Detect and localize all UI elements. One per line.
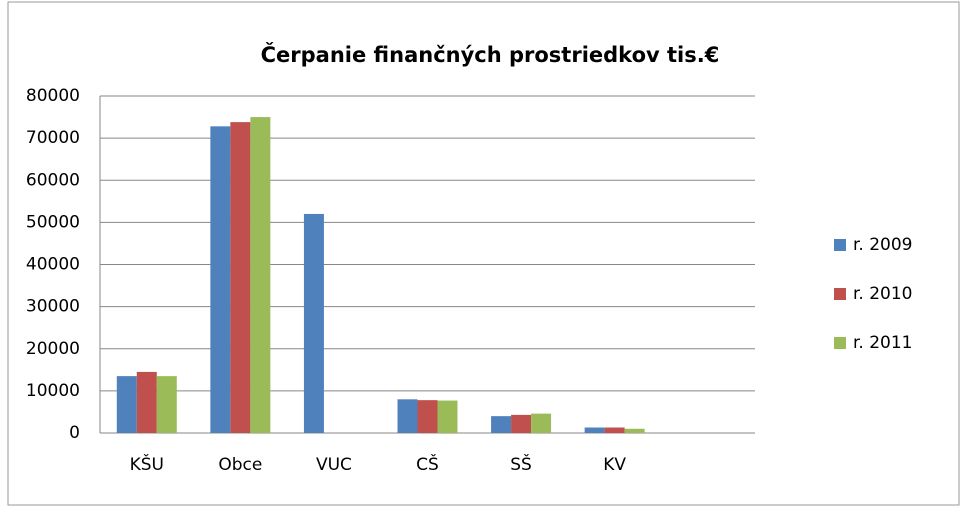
bar [303,213,324,433]
bar [511,414,532,433]
y-tick-label: 20000 [26,339,80,359]
bar [156,376,177,433]
y-tick-label: 60000 [26,170,80,190]
y-tick-label: 50000 [26,212,80,232]
legend-swatch [834,239,846,251]
legend-swatch [834,337,846,349]
y-tick-label: 80000 [26,86,80,106]
bar [491,416,512,433]
y-tick-label: 10000 [26,381,80,401]
bar [584,427,605,433]
legend-label: r. 2010 [853,284,913,304]
x-tick-label: KV [603,455,626,475]
bar [437,400,458,433]
bar [531,413,552,433]
bar [136,371,157,433]
bar [250,117,271,433]
legend-swatch [834,288,846,300]
bar [210,126,231,433]
x-tick-label: CŠ [416,453,439,475]
x-tick-label: KŠU [130,453,164,475]
y-tick-label: 0 [69,423,80,443]
bar [230,122,251,434]
y-tick-label: 40000 [26,255,80,275]
legend-label: r. 2011 [853,333,913,353]
x-tick-label: Obce [218,455,262,475]
chart-title: Čerpanie finančných prostriedkov tis.€ [261,42,720,67]
y-tick-label: 70000 [26,128,80,148]
bar [604,427,625,433]
y-tick-label: 30000 [26,297,80,317]
x-tick-label: SŠ [510,453,532,475]
bar [116,376,137,433]
legend-label: r. 2009 [853,235,913,255]
x-tick-label: VUC [316,455,352,475]
bar [397,399,418,433]
bar [417,400,438,433]
bar [624,428,645,433]
